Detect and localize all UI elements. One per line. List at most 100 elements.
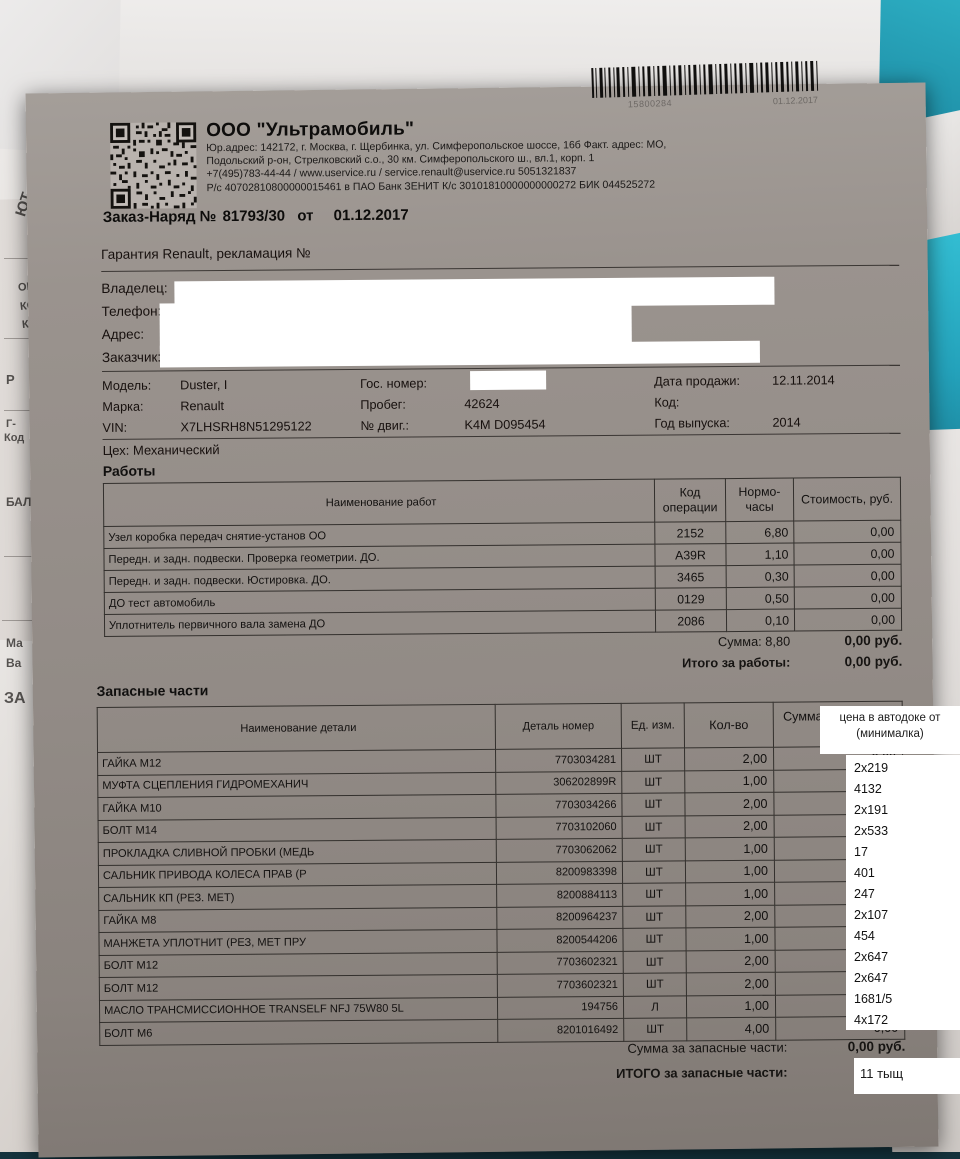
part-unit: ШТ — [622, 793, 685, 816]
part-qty: 1,00 — [685, 770, 774, 793]
order-from-label: от — [297, 207, 313, 224]
order-number-symbol: № — [200, 208, 217, 225]
part-name: БОЛТ М14 — [98, 817, 496, 843]
work-price: 0,00 — [794, 520, 901, 543]
work-price: 0,00 — [794, 564, 901, 587]
part-qty: 1,00 — [685, 837, 774, 860]
annotation-price: 1681/5 — [854, 989, 960, 1010]
part-name: ГАЙКА М12 — [98, 749, 496, 775]
part-unit: ШТ — [623, 928, 686, 951]
part-name: САЛЬНИК КП (РЕЗ. МЕТ) — [99, 884, 497, 910]
part-number: 306202899R — [496, 771, 622, 794]
part-unit: ШТ — [623, 950, 686, 973]
workshop-line: Цех: Механический — [103, 442, 220, 458]
part-qty: 1,00 — [686, 927, 775, 950]
work-code: 2152 — [655, 522, 726, 545]
works-totals: Сумма: 8,80 0,00 руб. Итого за работы: 0… — [502, 633, 902, 678]
part-unit: ШТ — [622, 860, 685, 883]
part-qty: 2,00 — [685, 792, 774, 815]
part-number: 7703062062 — [496, 838, 622, 861]
annotation-price: 401 — [854, 863, 960, 884]
part-name: МАСЛО ТРАНСМИССИОННОЕ TRANSELF NFJ 75W80… — [99, 997, 497, 1023]
part-unit: Л — [623, 995, 686, 1018]
work-hours: 0,30 — [726, 565, 794, 588]
annotation-grand-total: 11 тыщ — [854, 1058, 960, 1094]
part-number: 8200964237 — [497, 906, 623, 929]
part-number: 8200544206 — [497, 928, 623, 951]
parts-table: Наименование детали Деталь номер Ед. изм… — [97, 701, 906, 1046]
annotation-price: 2x219 — [854, 758, 960, 779]
parts-total-label: ИТОГО за запасные части: — [616, 1065, 788, 1081]
works-sum-label: Сумма: 8,80 — [718, 634, 790, 650]
year-value: 2014 — [772, 415, 800, 429]
parts-col-qty: Кол-во — [684, 702, 773, 748]
work-price: 0,00 — [794, 542, 901, 565]
part-name: БОЛТ М12 — [99, 974, 497, 1000]
part-name: ГАЙКА М8 — [99, 907, 497, 933]
part-number: 8201016492 — [498, 1018, 624, 1041]
part-number: 7703034281 — [496, 748, 622, 771]
qr-code-icon — [108, 122, 199, 209]
part-name: БОЛТ М6 — [100, 1019, 498, 1045]
bg-fragment-8: Код — [4, 432, 24, 444]
part-unit: ШТ — [622, 748, 685, 771]
works-col-price: Стоимость, руб. — [793, 477, 900, 521]
works-total-label: Итого за работы: — [682, 655, 790, 671]
part-qty: 4,00 — [687, 1017, 776, 1040]
bg-fragment-6: Р — [6, 372, 15, 387]
annotation-price: 4x172 — [854, 1010, 960, 1031]
mileage-label: Пробег: — [360, 397, 464, 412]
annotation-price-column-header: цена в автодоке от (минималка) — [820, 706, 960, 754]
annotation-header-line-2: (минималка) — [820, 726, 960, 742]
part-number: 7703102060 — [496, 816, 622, 839]
works-header-row: Наименование работ Код операции Нормо-ча… — [103, 477, 900, 526]
annotation-price: 247 — [854, 884, 960, 905]
vin-value: X7LHSRH8N51295122 — [180, 418, 360, 433]
part-number: 7703602321 — [497, 973, 623, 996]
sale-date-value: 12.11.2014 — [772, 373, 835, 387]
vin-label: VIN: — [102, 420, 180, 435]
parts-sum-row: Сумма за запасные части: 0,00 руб. — [475, 1039, 905, 1067]
work-price: 0,00 — [794, 608, 901, 631]
brand-label: Марка: — [102, 399, 180, 414]
part-name: МАНЖЕТА УПЛОТНИТ (РЕЗ, МЕТ ПРУ — [99, 929, 497, 955]
part-unit: ШТ — [622, 815, 685, 838]
part-number: 8200983398 — [496, 861, 622, 884]
work-code: 0129 — [655, 588, 726, 611]
works-col-code: Код операции — [654, 479, 725, 523]
year-label: Год выпуска: — [654, 415, 772, 430]
annotation-price: 2x191 — [854, 800, 960, 821]
work-name: Уплотнитель первичного вала замена ДО — [104, 610, 655, 636]
parts-header-row: Наименование детали Деталь номер Ед. изм… — [97, 701, 902, 752]
part-unit: ШТ — [623, 973, 686, 996]
part-unit: ШТ — [623, 905, 686, 928]
work-hours: 0,10 — [726, 609, 794, 632]
part-name: ПРОКЛАДКА СЛИВНОЙ ПРОБКИ (МЕДЬ — [98, 839, 496, 865]
warranty-claim-line: Гарантия Renault, рекламация № — [101, 245, 311, 262]
order-title: Заказ-Наряд — [103, 208, 196, 226]
parts-totals: Сумма за запасные части: 0,00 руб. ИТОГО… — [475, 1039, 905, 1092]
mileage-value: 42624 — [464, 395, 654, 410]
order-document-sheet: 15800284 01.12.2017 — [26, 83, 939, 1158]
bg-fragment-10: Ма — [6, 636, 23, 650]
annotation-price-column: 2x219 4132 2x191 2x533 17 401 247 2x107 … — [846, 755, 960, 1030]
part-name: БОЛТ М12 — [99, 952, 497, 978]
annotation-price: 454 — [854, 926, 960, 947]
work-code: 3465 — [655, 566, 726, 589]
model-value: Duster, I — [180, 376, 360, 391]
parts-col-name: Наименование детали — [97, 704, 495, 752]
part-unit: ШТ — [623, 883, 686, 906]
part-unit: ШТ — [624, 1018, 687, 1041]
order-number-value: 81793/30 — [222, 208, 285, 225]
work-hours: 1,10 — [726, 543, 794, 566]
works-col-hours: Нормо-часы — [725, 478, 793, 522]
annotation-price: 4132 — [854, 779, 960, 800]
redaction-bar-customer — [160, 341, 760, 368]
parts-col-number: Деталь номер — [495, 703, 621, 749]
part-qty: 2,00 — [686, 905, 775, 928]
part-qty: 2,00 — [685, 747, 774, 770]
bg-fragment-7: Г- — [6, 418, 16, 430]
annotation-price: 17 — [854, 842, 960, 863]
part-unit: ШТ — [622, 770, 685, 793]
works-total-value: 0,00 руб. — [790, 654, 902, 670]
